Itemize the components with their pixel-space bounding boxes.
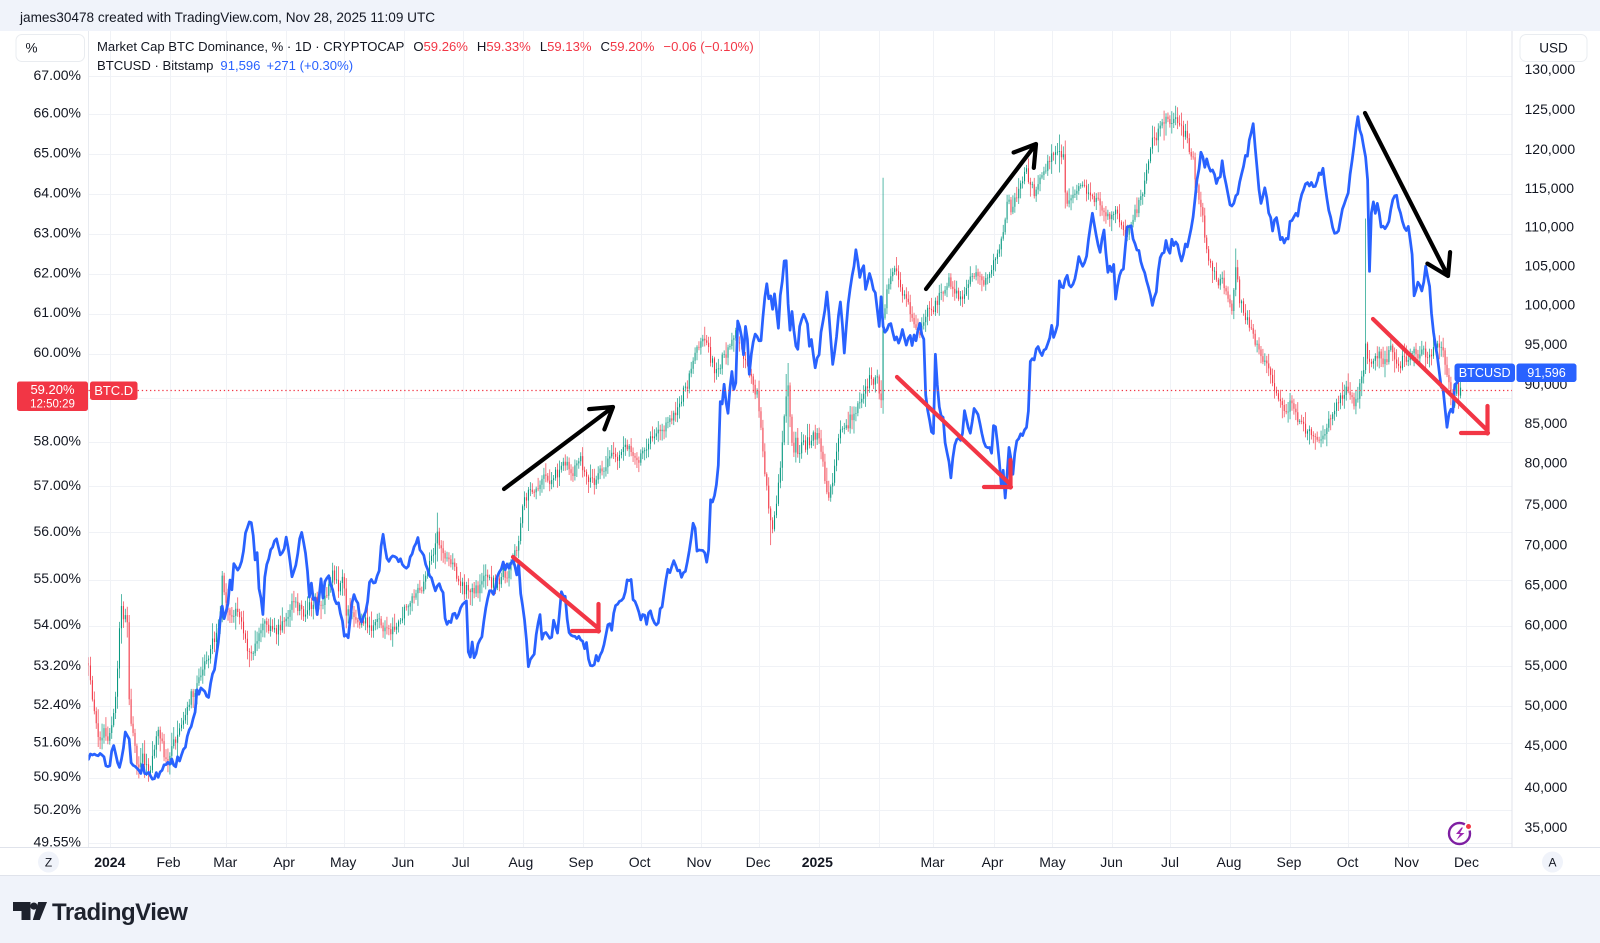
svg-text:50.90%: 50.90% [34,768,81,784]
svg-text:Jul: Jul [1161,854,1179,870]
svg-text:70,000: 70,000 [1525,537,1568,553]
svg-text:Jun: Jun [392,854,415,870]
svg-text:85,000: 85,000 [1525,415,1568,431]
svg-text:49.55%: 49.55% [34,834,81,850]
svg-text:52.40%: 52.40% [34,696,81,712]
svg-text:A: A [1548,856,1556,870]
svg-text:115,000: 115,000 [1525,180,1575,196]
svg-text:100,000: 100,000 [1525,297,1576,313]
svg-text:61.00%: 61.00% [34,304,81,320]
svg-text:Aug: Aug [1217,854,1242,870]
svg-text:91,596: 91,596 [1527,366,1566,380]
svg-text:130,000: 130,000 [1525,61,1576,77]
svg-text:105,000: 105,000 [1525,258,1576,274]
svg-text:110,000: 110,000 [1525,219,1575,235]
svg-text:Apr: Apr [982,854,1004,870]
svg-text:Nov: Nov [1394,854,1419,870]
svg-text:65.00%: 65.00% [34,145,81,161]
svg-text:Mar: Mar [213,854,237,870]
svg-text:60.00%: 60.00% [34,344,81,360]
svg-text:55.00%: 55.00% [34,570,81,586]
svg-text:50,000: 50,000 [1525,697,1568,713]
svg-text:james30478 created with Tradin: james30478 created with TradingView.com,… [19,10,435,25]
svg-text:54.00%: 54.00% [34,616,81,632]
svg-text:59.20%: 59.20% [30,382,75,397]
svg-text:Market Cap BTC Dominance, % ·: Market Cap BTC Dominance, % · 1D · CRYPT… [97,39,754,54]
svg-text:Mar: Mar [920,854,944,870]
svg-text:56.00%: 56.00% [34,523,81,539]
svg-text:2025: 2025 [802,854,833,870]
svg-text:2024: 2024 [94,854,125,870]
svg-text:Dec: Dec [1454,854,1479,870]
svg-text:62.00%: 62.00% [34,265,81,281]
svg-text:Aug: Aug [508,854,533,870]
svg-text:Dec: Dec [746,854,771,870]
svg-text:64.00%: 64.00% [34,185,81,201]
svg-text:Oct: Oct [1337,854,1359,870]
svg-text:55,000: 55,000 [1525,657,1568,673]
svg-text:53.20%: 53.20% [34,657,81,673]
svg-text:Sep: Sep [1277,854,1302,870]
svg-text:63.00%: 63.00% [34,225,81,241]
svg-text:May: May [1039,854,1065,870]
svg-text:Sep: Sep [569,854,594,870]
svg-text:40,000: 40,000 [1525,779,1568,795]
svg-text:12:50:29: 12:50:29 [30,399,75,411]
svg-text:TradingView: TradingView [52,899,188,926]
svg-text:45,000: 45,000 [1525,737,1568,753]
svg-text:Apr: Apr [273,854,295,870]
svg-text:BTCUSD: BTCUSD [1459,366,1511,380]
svg-text:95,000: 95,000 [1525,336,1568,352]
svg-text:Oct: Oct [629,854,651,870]
svg-text:120,000: 120,000 [1525,141,1576,157]
svg-text:57.00%: 57.00% [34,477,81,493]
svg-text:35,000: 35,000 [1525,819,1568,835]
svg-text:80,000: 80,000 [1525,455,1568,471]
svg-text:Jun: Jun [1100,854,1123,870]
svg-text:65,000: 65,000 [1525,577,1568,593]
svg-text:Jul: Jul [452,854,470,870]
svg-text:%: % [26,41,38,56]
svg-text:May: May [330,854,356,870]
svg-text:50.20%: 50.20% [34,801,81,817]
svg-text:Nov: Nov [686,854,711,870]
svg-text:BTC.D: BTC.D [94,383,133,398]
svg-text:Z: Z [45,856,52,870]
svg-text:67.00%: 67.00% [34,67,81,83]
svg-text:125,000: 125,000 [1525,101,1576,117]
svg-text:60,000: 60,000 [1525,617,1568,633]
svg-text:51.60%: 51.60% [34,734,81,750]
svg-text:USD: USD [1539,41,1568,56]
svg-text:75,000: 75,000 [1525,496,1568,512]
svg-text:58.00%: 58.00% [34,433,81,449]
svg-text:Feb: Feb [156,854,180,870]
svg-text:66.00%: 66.00% [34,105,81,121]
